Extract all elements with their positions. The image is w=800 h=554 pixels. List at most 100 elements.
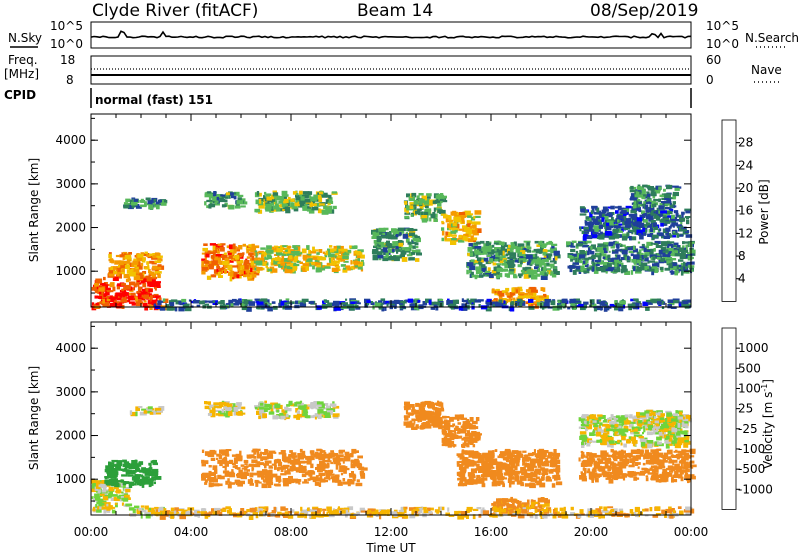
power-echo-cell: [115, 292, 122, 297]
power-echo-cell: [543, 255, 547, 258]
velocity-echo-cell: [140, 480, 146, 485]
velocity-echo-cell: [460, 425, 467, 429]
power-echo-cell: [639, 214, 646, 218]
power-echo-cell: [179, 302, 185, 306]
power-echo-cell: [593, 306, 598, 312]
power-echo-cell: [475, 266, 479, 271]
velocity-echo-cell: [321, 450, 326, 453]
velocity-echo-cell: [482, 467, 485, 471]
power-echo-cell: [598, 232, 601, 236]
power-echo-cell: [441, 220, 444, 224]
power-echo-cell: [393, 299, 400, 304]
power-echo-cell: [386, 231, 390, 235]
power-echo-cell: [591, 266, 595, 272]
power-echo-cell: [474, 249, 479, 254]
velocity-echo-cell: [121, 474, 128, 477]
velocity-echo-cell: [310, 402, 315, 406]
velocity-echo-cell: [511, 469, 515, 473]
power-echo-cell: [142, 271, 147, 275]
power-echo-cell: [492, 262, 497, 266]
power-echo-cell: [232, 298, 237, 302]
power-echo-cell: [493, 266, 498, 272]
power-echo-cell: [337, 255, 342, 258]
power-echo-cell: [216, 268, 219, 272]
power-echo-cell: [318, 197, 323, 203]
velocity-echo-cell: [506, 457, 510, 463]
power-echo-cell: [292, 245, 297, 249]
power-echo-cell: [366, 300, 371, 304]
power-echo-cell: [391, 248, 395, 253]
velocity-echo-cell: [510, 473, 513, 477]
power-echo-cell: [115, 261, 119, 264]
power-echo-cell: [531, 297, 537, 300]
velocity-echo-cell: [516, 481, 522, 485]
velocity-echo-cell: [542, 461, 545, 465]
velocity-echo-cell: [430, 412, 437, 416]
power-echo-cell: [639, 230, 647, 236]
power-echo-cell: [345, 265, 351, 268]
velocity-echo-cell: [460, 428, 465, 432]
power-echo-cell: [133, 198, 139, 202]
velocity-echo-cell: [494, 449, 498, 452]
velocity-echo-cell: [443, 425, 451, 431]
velocity-echo-cell: [469, 435, 474, 440]
velocity-echo-cell: [298, 460, 306, 464]
velocity-echo-cell: [312, 471, 316, 475]
power-echo-cell: [471, 305, 475, 310]
velocity-echo-cell: [232, 465, 238, 468]
power-echo-cell: [467, 266, 470, 269]
power-echo-cell: [631, 231, 634, 235]
power-echo-cell: [557, 299, 563, 303]
velocity-echo-cell: [284, 472, 291, 475]
velocity-echo-cell: [411, 406, 415, 412]
velocity-echo-cell: [140, 513, 143, 519]
power-echo-cell: [297, 251, 303, 255]
power-echo-cell: [579, 206, 585, 210]
velocity-echo-cell: [503, 456, 506, 461]
velocity-echo-cell: [149, 464, 152, 469]
velocity-echo-cell: [487, 450, 495, 454]
power-echo-cell: [371, 236, 377, 239]
velocity-echo-cell: [327, 410, 334, 413]
velocity-echo-cell: [151, 468, 159, 473]
power-echo-cell: [616, 302, 623, 307]
power-echo-cell: [256, 301, 264, 305]
velocity-echo-cell: [438, 402, 444, 407]
power-echo-cell: [604, 227, 607, 233]
power-echo-cell: [631, 303, 636, 308]
power-echo-cell: [389, 231, 392, 236]
power-echo-cell: [207, 260, 213, 264]
velocity-echo-cell: [552, 452, 555, 458]
velocity-echo-cell: [227, 404, 233, 409]
power-echo-cell: [579, 254, 586, 259]
power-echo-cell: [117, 269, 121, 272]
velocity-echo-cell: [539, 452, 546, 457]
power-echo-cell: [201, 260, 205, 265]
power-echo-cell: [518, 292, 525, 296]
velocity-echo-cell: [469, 441, 473, 445]
power-echo-cell: [672, 201, 676, 205]
power-echo-cell: [106, 290, 114, 293]
velocity-echo-cell: [304, 413, 308, 419]
velocity-echo-cell: [350, 474, 355, 477]
power-echo-cell: [546, 268, 552, 273]
velocity-echo-cell: [251, 467, 255, 470]
power-echo-cell: [638, 249, 642, 253]
power-echo-cell: [654, 268, 659, 273]
power-echo-cell: [493, 301, 497, 305]
power-echo-cell: [201, 252, 206, 255]
power-echo-cell: [678, 303, 682, 308]
power-echo-cell: [450, 306, 455, 310]
power-echo-cell: [470, 271, 474, 275]
velocity-echo-cell: [98, 502, 105, 506]
power-echo-cell: [294, 304, 300, 309]
velocity-echo-cell: [530, 483, 535, 487]
power-echo-layer: [91, 184, 696, 312]
velocity-echo-cell: [264, 403, 270, 408]
power-echo-cell: [594, 228, 599, 232]
velocity-echo-cell: [323, 411, 330, 416]
power-echo-cell: [608, 242, 614, 247]
power-echo-cell: [644, 252, 650, 257]
power-echo-cell: [251, 243, 255, 249]
velocity-echo-cell: [476, 460, 480, 464]
